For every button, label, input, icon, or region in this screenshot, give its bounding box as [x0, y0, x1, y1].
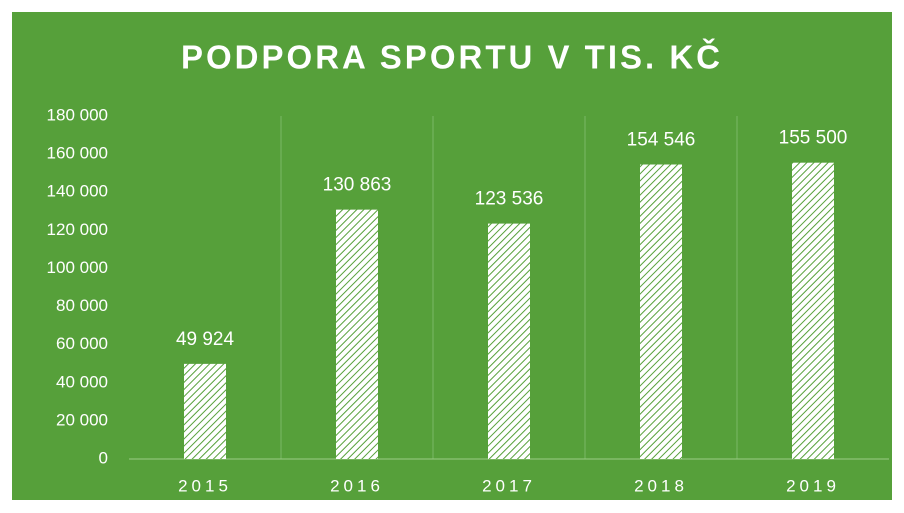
bar — [792, 162, 834, 460]
y-tick-label: 100 000 — [47, 258, 108, 277]
y-tick-label: 80 000 — [56, 296, 108, 315]
x-tick-label: 2015 — [178, 476, 232, 495]
x-tick-label: 2016 — [330, 476, 384, 495]
data-label: 154 546 — [627, 130, 696, 151]
y-tick-label: 140 000 — [47, 182, 108, 201]
x-tick-label: 2018 — [634, 476, 688, 495]
bar — [184, 363, 226, 459]
bar — [336, 209, 378, 459]
data-label: 49 924 — [176, 329, 235, 350]
bar — [640, 164, 682, 459]
y-tick-label: 0 — [99, 448, 108, 467]
y-tick-label: 20 000 — [56, 410, 108, 429]
chart-background — [12, 12, 892, 500]
chart-title: PODPORA SPORTU V TIS. KČ — [181, 38, 723, 76]
y-tick-label: 180 000 — [47, 105, 108, 124]
bar — [488, 223, 530, 459]
x-tick-label: 2017 — [482, 476, 536, 495]
y-tick-label: 60 000 — [56, 334, 108, 353]
y-tick-label: 160 000 — [47, 144, 108, 163]
y-tick-label: 120 000 — [47, 220, 108, 239]
x-tick-label: 2019 — [786, 476, 840, 495]
data-label: 123 536 — [475, 189, 544, 210]
y-tick-label: 40 000 — [56, 372, 108, 391]
data-label: 130 863 — [323, 175, 392, 196]
data-label: 155 500 — [779, 128, 848, 149]
